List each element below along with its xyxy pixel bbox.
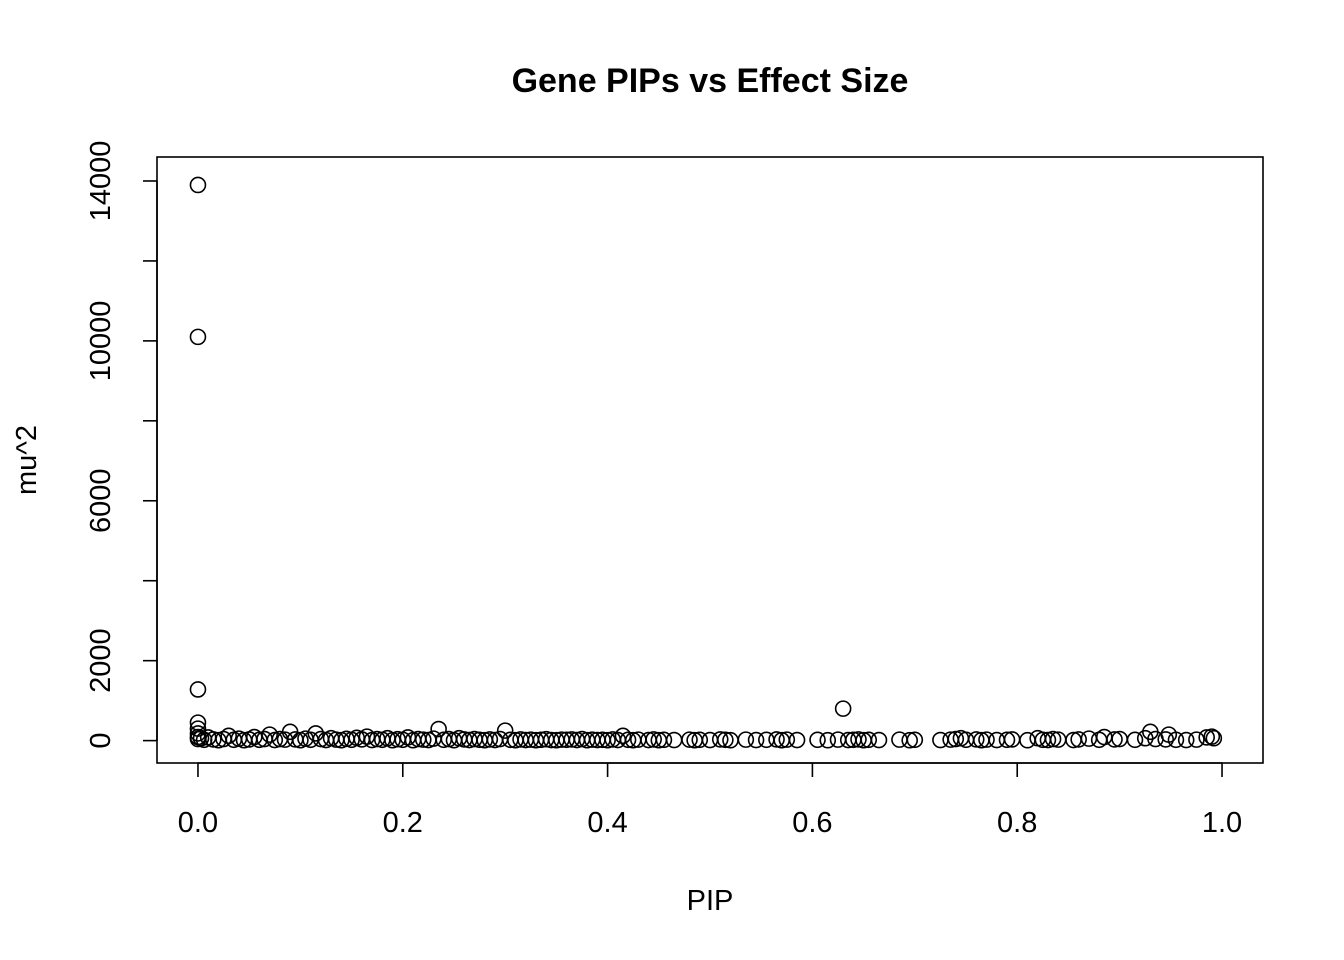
data-point	[189, 681, 207, 698]
y-axis-label: mu^2	[11, 425, 43, 495]
data-point	[189, 328, 207, 346]
data-point	[870, 731, 888, 749]
data-point	[711, 731, 729, 748]
data-point	[192, 729, 210, 747]
data-point	[901, 731, 918, 749]
data-point	[220, 727, 237, 745]
data-point	[1203, 728, 1221, 745]
data-point	[614, 727, 632, 745]
data-point	[655, 731, 673, 749]
x-axis-label: PIP	[687, 885, 734, 917]
x-tick-label: 0.4	[587, 807, 627, 839]
data-point	[1126, 731, 1144, 749]
data-point	[737, 731, 755, 748]
y-tick-label: 0	[85, 733, 117, 749]
data-point	[1167, 731, 1185, 749]
data-points	[189, 176, 1223, 749]
y-tick-label: 14000	[85, 141, 117, 222]
data-point	[189, 176, 207, 194]
data-point	[496, 722, 514, 739]
x-tick-label: 0.0	[178, 807, 218, 839]
data-point	[778, 731, 796, 748]
data-point	[819, 731, 837, 749]
data-point	[645, 731, 662, 748]
y-tick-label: 10000	[85, 301, 117, 382]
data-point	[189, 725, 207, 742]
data-point	[205, 731, 222, 748]
data-point	[1198, 729, 1215, 746]
data-point	[1106, 731, 1123, 748]
x-axis: 0.0 0.2 0.4 0.6 0.8 1.0	[178, 762, 1242, 839]
data-point	[1070, 731, 1087, 748]
data-point	[1044, 730, 1062, 748]
data-point	[850, 731, 867, 748]
data-point	[1019, 731, 1036, 749]
x-tick-label: 1.0	[1202, 807, 1242, 839]
data-point	[619, 731, 637, 749]
data-point	[665, 731, 683, 749]
y-tick-label: 6000	[85, 469, 117, 534]
data-point	[322, 729, 340, 747]
data-point	[1177, 731, 1195, 749]
x-tick-label: 0.8	[997, 807, 1037, 839]
data-point	[717, 731, 734, 749]
data-point	[1188, 731, 1205, 748]
chart-title: Gene PIPs vs Effect Size	[512, 62, 909, 100]
data-point	[788, 731, 806, 749]
data-point	[967, 731, 985, 748]
data-point	[978, 731, 995, 748]
data-point	[998, 731, 1016, 749]
data-point	[414, 731, 432, 748]
data-point	[834, 700, 852, 717]
data-point	[809, 731, 826, 749]
data-point	[261, 726, 278, 743]
data-point	[860, 731, 878, 749]
x-tick-label: 0.2	[383, 807, 423, 839]
data-point	[768, 731, 785, 748]
data-point	[430, 720, 447, 738]
data-point	[906, 731, 924, 749]
data-point	[599, 731, 616, 749]
data-point	[481, 731, 499, 748]
plot-frame	[156, 156, 1264, 764]
data-point	[1205, 729, 1223, 747]
data-point	[747, 731, 765, 749]
data-point	[1095, 728, 1113, 746]
data-point	[358, 728, 376, 745]
x-tick-label: 0.6	[792, 807, 832, 839]
data-point	[691, 731, 709, 749]
y-tick-label: 2000	[85, 628, 117, 693]
data-point	[681, 731, 698, 748]
data-point	[947, 730, 965, 748]
y-axis: 0 2000 6000 10000 14000	[85, 141, 158, 749]
data-point	[1157, 731, 1175, 748]
